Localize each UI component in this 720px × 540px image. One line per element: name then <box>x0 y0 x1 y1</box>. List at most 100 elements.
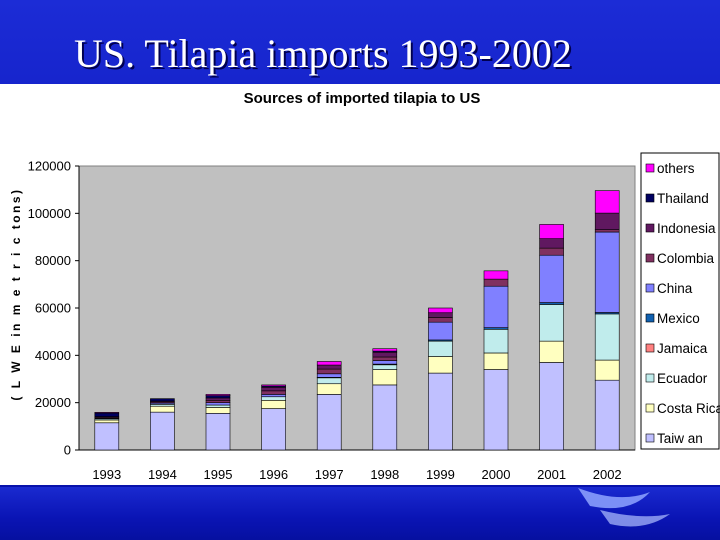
chart-panel: Sources of imported tilapia to US ( L W … <box>0 84 720 485</box>
legend-swatch <box>645 283 655 293</box>
x-tick-label: 1997 <box>315 467 344 482</box>
legend-swatch <box>645 313 655 323</box>
x-tick-label: 2000 <box>482 467 511 482</box>
stacked-bar-chart: Sources of imported tilapia to US ( L W … <box>9 90 720 482</box>
y-tick-label: 20000 <box>35 395 71 410</box>
bar-segment <box>539 224 564 239</box>
bar-segment <box>94 419 120 424</box>
x-tick-label: 1998 <box>370 467 399 482</box>
bar-segment <box>372 356 398 361</box>
bar-segment <box>150 411 175 451</box>
bar-segment <box>372 360 398 365</box>
bar-segment <box>594 379 620 451</box>
bar-segment <box>428 317 453 323</box>
y-tick-label: 100000 <box>28 206 71 221</box>
bar-segment <box>94 412 120 414</box>
bar-segment <box>94 422 120 451</box>
bar-segment <box>594 313 620 361</box>
x-tick-label: 1993 <box>92 467 121 482</box>
legend-box <box>640 152 720 450</box>
legend-label: Taiw an <box>657 431 703 446</box>
bar-segment <box>261 408 286 451</box>
bar-segment <box>372 351 398 358</box>
bar-segment <box>205 404 231 408</box>
slide-title: US. Tilapia imports 1993-2002 <box>74 31 572 76</box>
bar-segment <box>428 356 453 374</box>
bar-segment <box>594 212 620 230</box>
bar-segment <box>205 397 231 401</box>
bar-stacks <box>94 190 620 451</box>
y-tick-label: 120000 <box>28 159 71 174</box>
bar-segment <box>205 407 231 414</box>
bar-segment <box>316 377 342 385</box>
y-tick-label: 0 <box>64 443 71 458</box>
legend-swatch <box>645 253 655 263</box>
bar-segment <box>594 190 620 214</box>
bar-segment <box>539 238 564 249</box>
bar-segment <box>261 386 286 392</box>
bar-segment <box>372 364 398 370</box>
bar-segment <box>428 307 453 314</box>
legend-swatch <box>645 223 655 233</box>
bar-segment <box>539 254 564 303</box>
bar-segment <box>372 384 398 451</box>
bar-segment <box>483 369 509 451</box>
x-tick-label: 1994 <box>148 467 177 482</box>
bar-segment <box>428 340 453 357</box>
x-tick-label: 2002 <box>593 467 622 482</box>
bar-segment <box>539 304 564 342</box>
bar-segment <box>483 329 509 354</box>
bar-segment <box>428 372 453 451</box>
bar-segment <box>483 352 509 370</box>
legend-label: Colombia <box>657 251 715 266</box>
bar-segment <box>483 285 509 328</box>
legend-label: Costa Rica <box>657 401 720 416</box>
bar-segment <box>428 321 453 341</box>
bar-segment <box>94 412 120 417</box>
x-tick-label: 1995 <box>204 467 233 482</box>
bar-segment <box>205 395 231 399</box>
bar-segment <box>150 405 175 413</box>
chart-title: Sources of imported tilapia to US <box>244 90 481 107</box>
y-axis-label: ( L W E in m e t r i c tons) <box>9 187 23 400</box>
y-axis-ticks: 0 20000 40000 60000 80000 100000 120000 <box>28 159 79 458</box>
legend-swatch <box>645 403 655 413</box>
bar-segment <box>539 247 564 256</box>
legend-swatch <box>645 343 655 353</box>
legend-swatch <box>645 163 655 173</box>
bar-segment <box>372 369 398 386</box>
decorative-swoosh <box>578 488 670 527</box>
bar-segment <box>205 402 231 406</box>
bar-segment <box>539 340 564 363</box>
bar-segment <box>428 312 453 318</box>
bar-segment <box>372 348 398 352</box>
legend-label: Thailand <box>657 191 709 206</box>
bar-segment <box>150 398 175 402</box>
bar-segment <box>316 361 342 366</box>
bar-segment <box>316 373 342 378</box>
bar-segment <box>205 413 231 451</box>
bar-segment <box>316 368 342 375</box>
bar-segment <box>261 399 286 409</box>
bar-segment <box>316 364 342 370</box>
bar-segment <box>316 394 342 451</box>
bar-segment <box>261 384 286 387</box>
legend-label: Mexico <box>657 311 700 326</box>
legend-label: China <box>657 281 693 296</box>
y-tick-label: 60000 <box>35 301 71 316</box>
bar-segment <box>316 383 342 395</box>
x-tick-label: 1996 <box>259 467 288 482</box>
x-tick-label: 1999 <box>426 467 455 482</box>
bar-segment <box>261 390 286 395</box>
bar-segment <box>483 270 509 280</box>
bar-segment <box>594 229 620 233</box>
y-tick-label: 40000 <box>35 348 71 363</box>
bar-segment <box>483 278 509 287</box>
legend-label: others <box>657 161 695 176</box>
bar-segment <box>261 396 286 401</box>
legend-swatch <box>645 193 655 203</box>
bar-segment <box>205 399 231 403</box>
y-tick-label: 80000 <box>35 253 71 268</box>
legend-swatch <box>645 433 655 443</box>
bar-segment <box>205 394 231 396</box>
